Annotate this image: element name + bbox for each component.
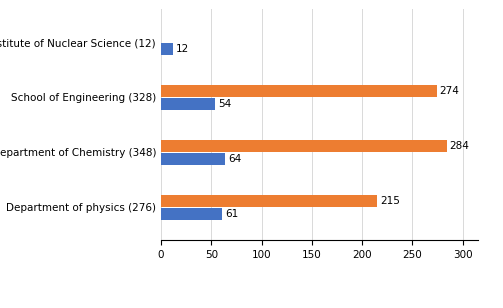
Bar [161, 84, 437, 97]
Text: 64: 64 [228, 154, 241, 164]
Bar [161, 208, 222, 220]
Text: 54: 54 [218, 99, 231, 109]
Text: 215: 215 [380, 196, 400, 205]
Bar [161, 140, 447, 152]
Bar [161, 43, 173, 55]
Bar [161, 153, 225, 165]
Text: 274: 274 [440, 86, 460, 95]
Bar [161, 195, 377, 207]
Bar [161, 98, 215, 110]
Text: 61: 61 [225, 209, 238, 219]
Text: 12: 12 [176, 44, 189, 54]
Text: 284: 284 [450, 140, 470, 151]
